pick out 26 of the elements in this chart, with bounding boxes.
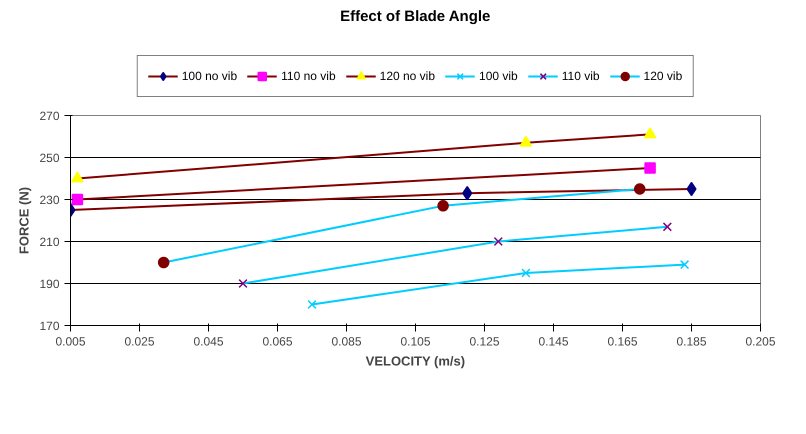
x-axis-title: VELOCITY (m/s)	[366, 354, 466, 368]
x-tick-label: 0.105	[400, 334, 431, 348]
y-tick-label: 230	[39, 193, 60, 207]
legend-label: 110 no vib	[281, 69, 336, 83]
x-tick-label: 0.065	[262, 334, 293, 348]
y-axis-title: FORCE (N)	[16, 186, 32, 254]
y-tick-label: 170	[39, 319, 60, 333]
legend-label: 100 vib	[479, 69, 518, 83]
x-tick-label: 0.145	[538, 334, 569, 348]
x-tick-label: 0.185	[676, 334, 707, 348]
x-tick-label: 0.045	[193, 334, 224, 348]
x-tick-label: 0.165	[607, 334, 638, 348]
legend-label: 120 no vib	[380, 69, 436, 83]
x-tick-label: 0.085	[331, 334, 362, 348]
legend-label: 110 vib	[562, 69, 600, 83]
legend-label: 100 no vib	[182, 69, 238, 83]
x-tick-label: 0.005	[55, 334, 86, 348]
y-tick-label: 250	[39, 151, 60, 165]
y-tick-label: 190	[39, 277, 60, 291]
x-tick-label: 0.205	[745, 334, 776, 348]
x-tick-label: 0.025	[124, 334, 155, 348]
y-tick-label: 210	[39, 235, 60, 249]
x-tick-label: 0.125	[469, 334, 500, 348]
chart-title: Effect of Blade Angle	[340, 8, 490, 25]
y-tick-label: 270	[39, 109, 60, 123]
legend-label: 120 vib	[644, 69, 682, 83]
